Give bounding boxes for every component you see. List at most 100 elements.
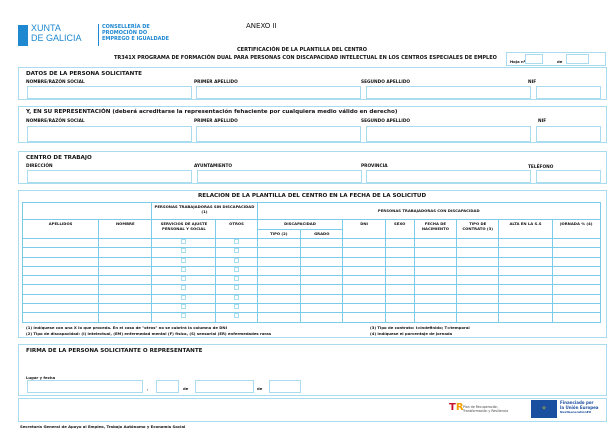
table-cell[interactable] <box>215 275 258 286</box>
table-cell[interactable] <box>456 247 500 258</box>
table-cell[interactable] <box>21 284 100 295</box>
table-cell[interactable] <box>256 293 302 305</box>
checkbox[interactable] <box>181 257 187 263</box>
table-cell[interactable] <box>551 265 602 277</box>
checkbox[interactable] <box>181 276 187 282</box>
checkbox[interactable] <box>234 276 239 282</box>
table-cell[interactable] <box>342 256 386 267</box>
table-cell[interactable] <box>342 265 386 277</box>
table-cell[interactable] <box>151 275 217 286</box>
table-cell[interactable] <box>151 303 217 314</box>
table-cell[interactable] <box>215 284 258 295</box>
checkbox[interactable] <box>181 313 187 319</box>
table-cell[interactable] <box>342 237 386 249</box>
sheet-number-input[interactable] <box>525 54 543 64</box>
table-cell[interactable] <box>456 256 500 267</box>
table-cell[interactable] <box>300 312 344 323</box>
table-cell[interactable] <box>256 237 302 249</box>
table-cell[interactable] <box>300 237 344 249</box>
table-cell[interactable] <box>256 303 302 314</box>
table-cell[interactable] <box>551 247 602 258</box>
checkbox[interactable] <box>181 239 187 244</box>
year-input[interactable] <box>269 380 301 393</box>
applicant-nif-input[interactable] <box>536 86 601 99</box>
table-cell[interactable] <box>413 247 458 258</box>
checkbox[interactable] <box>234 266 239 272</box>
checkbox[interactable] <box>234 304 239 310</box>
table-cell[interactable] <box>151 265 217 277</box>
table-cell[interactable] <box>21 275 100 286</box>
table-cell[interactable] <box>551 293 602 305</box>
table-cell[interactable] <box>551 256 602 267</box>
table-cell[interactable] <box>300 256 344 267</box>
table-cell[interactable] <box>413 237 458 249</box>
month-input[interactable] <box>195 380 254 393</box>
checkbox[interactable] <box>234 285 239 291</box>
table-cell[interactable] <box>256 256 302 267</box>
table-cell[interactable] <box>300 284 344 295</box>
checkbox[interactable] <box>234 239 239 244</box>
table-cell[interactable] <box>151 284 217 295</box>
table-cell[interactable] <box>21 247 100 258</box>
table-cell[interactable] <box>256 312 302 323</box>
checkbox[interactable] <box>181 285 187 291</box>
table-cell[interactable] <box>384 312 415 323</box>
table-cell[interactable] <box>498 247 553 258</box>
table-cell[interactable] <box>98 237 153 249</box>
table-cell[interactable] <box>498 293 553 305</box>
table-cell[interactable] <box>551 303 602 314</box>
table-cell[interactable] <box>413 275 458 286</box>
table-cell[interactable] <box>456 275 500 286</box>
table-cell[interactable] <box>151 237 217 249</box>
table-cell[interactable] <box>215 265 258 277</box>
table-cell[interactable] <box>215 256 258 267</box>
table-cell[interactable] <box>21 265 100 277</box>
table-cell[interactable] <box>384 275 415 286</box>
table-cell[interactable] <box>456 265 500 277</box>
applicant-surname2-input[interactable] <box>366 86 531 99</box>
table-cell[interactable] <box>98 256 153 267</box>
table-cell[interactable] <box>384 303 415 314</box>
table-cell[interactable] <box>456 303 500 314</box>
table-cell[interactable] <box>98 303 153 314</box>
phone-input[interactable] <box>536 170 601 183</box>
checkbox[interactable] <box>234 248 239 254</box>
table-cell[interactable] <box>384 237 415 249</box>
checkbox[interactable] <box>181 266 187 272</box>
checkbox[interactable] <box>234 294 239 300</box>
table-cell[interactable] <box>413 265 458 277</box>
table-cell[interactable] <box>413 312 458 323</box>
table-cell[interactable] <box>551 237 602 249</box>
table-cell[interactable] <box>456 312 500 323</box>
rep-surname2-input[interactable] <box>366 126 531 142</box>
table-cell[interactable] <box>256 284 302 295</box>
rep-surname1-input[interactable] <box>196 126 361 142</box>
table-cell[interactable] <box>98 312 153 323</box>
table-cell[interactable] <box>342 284 386 295</box>
table-cell[interactable] <box>456 284 500 295</box>
table-cell[interactable] <box>342 303 386 314</box>
checkbox[interactable] <box>234 257 239 263</box>
table-cell[interactable] <box>215 312 258 323</box>
table-cell[interactable] <box>300 247 344 258</box>
rep-name-input[interactable] <box>27 126 192 142</box>
table-cell[interactable] <box>215 303 258 314</box>
table-cell[interactable] <box>151 293 217 305</box>
checkbox[interactable] <box>181 248 187 254</box>
day-input[interactable] <box>156 380 179 393</box>
table-cell[interactable] <box>342 293 386 305</box>
municipality-input[interactable] <box>197 170 362 183</box>
table-cell[interactable] <box>498 256 553 267</box>
table-cell[interactable] <box>21 237 100 249</box>
table-cell[interactable] <box>98 284 153 295</box>
table-cell[interactable] <box>215 247 258 258</box>
table-cell[interactable] <box>384 256 415 267</box>
table-cell[interactable] <box>551 284 602 295</box>
table-cell[interactable] <box>384 293 415 305</box>
table-cell[interactable] <box>498 275 553 286</box>
table-cell[interactable] <box>413 293 458 305</box>
table-cell[interactable] <box>498 265 553 277</box>
table-cell[interactable] <box>384 265 415 277</box>
province-input[interactable] <box>366 170 531 183</box>
address-input[interactable] <box>27 170 192 183</box>
